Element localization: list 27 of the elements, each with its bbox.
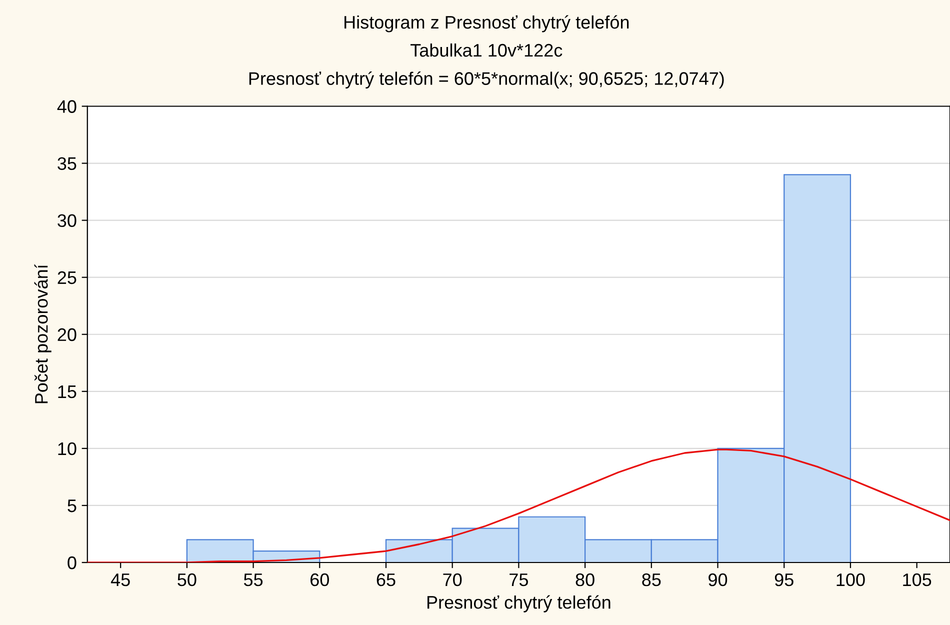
x-tick-label: 50 — [178, 573, 196, 586]
x-tick-label: 60 — [310, 573, 329, 586]
text: Presnosť chytrý telefón = 60*5*normal(x; 90,6525; 12,0747) — [249, 71, 724, 89]
x-tick-label: 85 — [642, 573, 661, 586]
y-tick-label: 0 — [68, 556, 76, 570]
y-tick-label: 40 — [57, 100, 76, 113]
chart-subtitle: Tabulka1 10v*122c — [410, 43, 562, 57]
chart-title: Histogram z Presnosť chytrý telefón — [344, 15, 629, 32]
x-tick-label: 75 — [510, 574, 528, 586]
x-tick-label: 55 — [244, 574, 263, 586]
x-axis-title: Presnosť chytrý telefón — [427, 595, 610, 612]
y-tick-label: 30 — [58, 214, 76, 228]
x-tick-label: 80 — [576, 573, 594, 586]
x-tick-label: 70 — [443, 573, 462, 586]
y-tick-label: 25 — [58, 271, 76, 284]
x-tick-label: 105 — [903, 573, 932, 586]
x-tick-label: 65 — [376, 573, 396, 586]
y-tick-label: 10 — [58, 442, 76, 456]
y-axis-title: Počet pozorování — [34, 264, 52, 404]
y-tick-label: 5 — [68, 500, 76, 512]
x-tick-label: 95 — [774, 573, 794, 586]
y-tick-label: 15 — [58, 386, 76, 398]
x-tick-label: 90 — [708, 573, 728, 586]
x-tick-label: 100 — [836, 573, 865, 586]
y-tick-label: 35 — [58, 157, 76, 170]
x-tick-label: 45 — [110, 574, 130, 586]
y-tick-label: 20 — [58, 328, 76, 342]
